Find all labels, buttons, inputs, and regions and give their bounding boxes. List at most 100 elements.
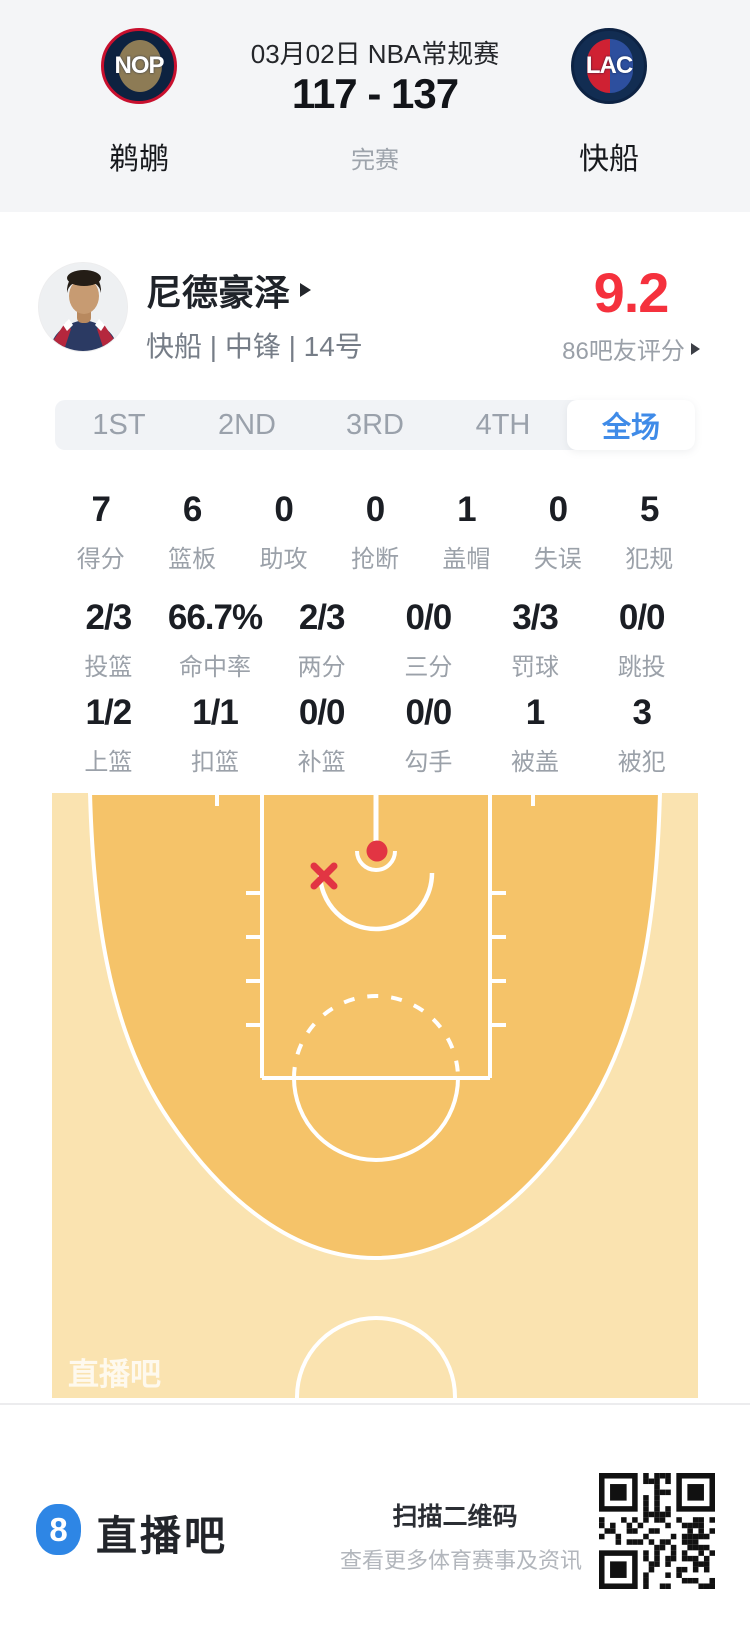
stat-cell: 3 被犯	[588, 693, 695, 777]
player-avatar-image	[39, 263, 127, 351]
qr-title: 扫描二维码	[392, 1503, 518, 1531]
player-name-row[interactable]: 尼德豪泽	[146, 268, 312, 313]
stat-value: 2/3	[85, 598, 133, 637]
stat-label: 罚球	[511, 654, 560, 681]
player-meta: 快船 | 中锋 | 14号	[146, 331, 363, 362]
zhibo8-logo-icon: 8	[36, 1504, 81, 1555]
tab-3rd[interactable]: 3RD	[345, 408, 404, 441]
stat-label: 助攻	[259, 546, 308, 573]
stat-label: 命中率	[179, 654, 251, 681]
team-home[interactable]: NOP 鹈鹕	[54, 28, 224, 178]
stat-value: 0	[365, 490, 385, 529]
stat-cell: 0 抢断	[329, 490, 420, 574]
stat-cell: 0/0 勾手	[375, 693, 482, 777]
stat-value: 5	[640, 490, 659, 529]
stat-cell: 2/3 投篮	[55, 598, 162, 682]
team-away-abbr: LAC	[585, 52, 633, 79]
footer-brand: 直播吧	[96, 1513, 228, 1559]
rating-value: 9.2	[593, 261, 670, 324]
qr-code	[599, 1473, 715, 1589]
quarter-tabs: 1ST 2ND 3RD 4TH 全场	[55, 400, 695, 450]
lac-blue-shape	[610, 39, 633, 93]
stat-value: 6	[182, 490, 202, 529]
three-point-line	[87, 793, 663, 1261]
stat-cell: 1/1 扣篮	[162, 693, 269, 777]
stat-cell: 1 被盖	[482, 693, 589, 777]
stat-value: 0/0	[405, 598, 453, 637]
stat-cell: 1/2 上篮	[55, 693, 162, 777]
stat-cell: 0 失误	[512, 490, 603, 574]
qr-subtitle: 查看更多体育赛事及资讯	[340, 1548, 583, 1573]
stat-value: 0	[548, 490, 568, 529]
free-throw-circle-dashed	[292, 994, 460, 1079]
stat-value: 3/3	[512, 598, 559, 637]
nop-gold-shape	[118, 40, 162, 92]
team-away[interactable]: LAC 快船	[524, 28, 694, 178]
qr-code-image	[599, 1473, 715, 1589]
tab-4th[interactable]: 4TH	[475, 408, 531, 441]
stat-label: 盖帽	[442, 546, 491, 573]
stat-value: 2/3	[298, 598, 346, 637]
restricted-area-arc	[317, 872, 435, 932]
stat-label: 两分	[297, 654, 346, 681]
player-card: 尼德豪泽 快船 | 中锋 | 14号 9.2 86吧友评分 1ST 2ND 3RD 4…	[0, 212, 750, 1403]
match-score: 117 - 137	[291, 70, 459, 117]
team-away-name: 快船	[579, 143, 639, 176]
match-date: 03月02日 NBA常规赛	[250, 39, 500, 69]
stat-label: 上篮	[84, 749, 133, 776]
stat-cell: 0/0 三分	[375, 598, 482, 682]
stat-value: 1	[457, 490, 476, 529]
rating-arrow-icon	[690, 342, 700, 355]
team-home-logo-icon: NOP	[101, 28, 177, 104]
stat-label: 投篮	[84, 654, 133, 681]
rating-label: 86吧友评分	[562, 338, 685, 365]
team-away-logo-icon: LAC	[571, 28, 647, 104]
lac-red-shape	[587, 39, 610, 93]
made-shot-marker	[366, 840, 388, 862]
court-watermark: 直播吧	[68, 1357, 161, 1392]
court-drawing: 直播吧	[52, 793, 698, 1398]
match-status: 完赛	[351, 147, 399, 174]
player-avatar[interactable]	[38, 262, 128, 352]
stat-value: 0/0	[618, 598, 666, 637]
stat-cell: 0/0 跳投	[588, 598, 695, 682]
stat-row-1: 7 得分 6 篮板 0 助攻 0 抢断 1 盖帽 0 失误 5 犯规	[55, 490, 695, 574]
stat-value: 0/0	[405, 693, 453, 732]
shot-chart-court: 直播吧	[52, 793, 698, 1398]
stat-cell: 3/3 罚球	[482, 598, 589, 682]
stat-label: 勾手	[404, 749, 453, 776]
stat-label: 扣篮	[191, 749, 239, 776]
stat-value: 66.7%	[167, 598, 263, 637]
half-court-circle	[295, 1316, 457, 1398]
stat-row-2: 2/3 投篮 66.7% 命中率 2/3 两分 0/0 三分 3/3 罚球 0/0 跳投	[55, 598, 695, 682]
stat-value: 3	[632, 693, 651, 732]
stat-label: 抢断	[350, 546, 399, 573]
tab-1st[interactable]: 1ST	[92, 408, 146, 441]
stat-cell: 1 盖帽	[421, 490, 512, 574]
footer-qr-text: 扫描二维码 查看更多体育赛事及资讯	[340, 1497, 583, 1575]
tab-full-game[interactable]: 全场	[567, 400, 695, 450]
stat-value: 1	[525, 693, 545, 732]
stat-label: 失误	[533, 546, 582, 573]
missed-shot-marker	[310, 862, 338, 890]
rating-block[interactable]: 9.2 86吧友评分	[541, 264, 721, 366]
app-footer: 8 直播吧 扫描二维码 查看更多体育赛事及资讯	[0, 1403, 750, 1629]
shot-markers	[310, 840, 388, 890]
free-throw-circle-solid	[292, 1077, 460, 1162]
player-name: 尼德豪泽	[146, 272, 291, 313]
stat-value: 1/2	[85, 693, 133, 732]
stat-cell: 0 助攻	[238, 490, 329, 574]
stat-label: 补篮	[297, 749, 346, 776]
rating-label-row: 86吧友评分	[541, 331, 721, 366]
match-header: 03月02日 NBA常规赛 117 - 137 完赛 NOP 鹈鹕 LAC 快船	[0, 0, 750, 212]
tab-2nd[interactable]: 2ND	[217, 408, 276, 441]
lane-lines	[215, 793, 535, 1080]
team-home-name: 鹈鹕	[109, 143, 169, 176]
stat-value: 0/0	[298, 693, 346, 732]
stat-label: 篮板	[168, 546, 217, 573]
stat-value: 7	[91, 490, 110, 529]
player-detail-arrow-icon	[300, 283, 312, 297]
stat-label: 三分	[404, 654, 453, 681]
stat-value: 0	[274, 490, 293, 529]
